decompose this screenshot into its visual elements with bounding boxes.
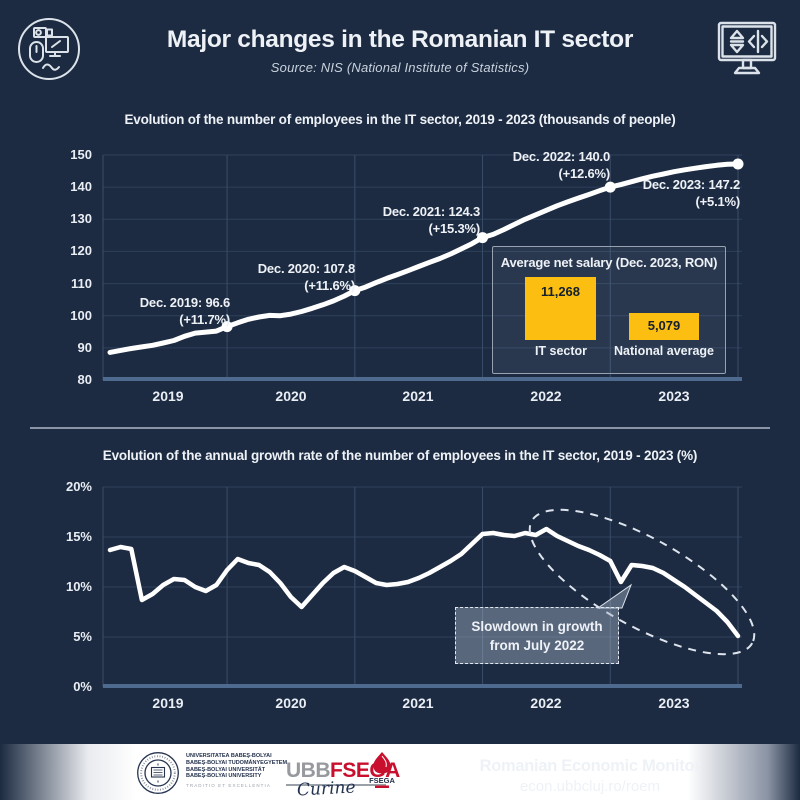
salary-bar-it: 11,268 <box>525 277 596 340</box>
salary-label-national: National average <box>613 344 715 358</box>
chart1-xtick: 2023 <box>658 388 690 404</box>
chart1-ytick: 80 <box>77 372 92 387</box>
chart2-xtick: 2020 <box>275 695 307 711</box>
chart2-xtick: 2021 <box>402 695 434 711</box>
slowdown-callout: Slowdown in growth from July 2022 <box>455 607 619 664</box>
annotation-dec-2019: Dec. 2019: 96.6 (+11.7%) <box>139 295 230 327</box>
chart2-ytick: 5% <box>73 629 92 644</box>
chart1-ytick: 110 <box>71 276 92 291</box>
university-seal-logo <box>137 752 179 794</box>
university-name-block: UNIVERSITATEA BABEŞ-BOLYAI BABEŞ-BOLYAI … <box>186 753 288 789</box>
svg-text:FSEGA: FSEGA <box>369 776 395 785</box>
chart1-ytick: 150 <box>70 147 92 162</box>
ubb-tagline-rule <box>286 784 386 786</box>
chart2-ytick: 10% <box>65 579 92 594</box>
section-divider <box>30 427 770 429</box>
chart1-xtick: 2021 <box>402 388 434 404</box>
chart2-xtick: 2023 <box>658 695 690 711</box>
salary-inset-card: Average net salary (Dec. 2023, RON) 11,2… <box>492 246 726 374</box>
chart1-ytick: 140 <box>70 179 92 194</box>
page-subtitle: Source: NIS (National Institute of Stati… <box>270 60 530 75</box>
chart1-ytick: 100 <box>70 308 92 323</box>
annotation-dec-2023: Dec. 2023: 147.2 (+5.1%) <box>642 177 740 209</box>
footer-band <box>0 744 800 800</box>
annotation-dec-2021: Dec. 2021: 124.3 (+15.3%) <box>382 204 480 236</box>
fsega-script-signature: Curine <box>296 777 357 800</box>
chart1-xtick: 2019 <box>152 388 184 404</box>
fsega-crest-logo: FSEGA <box>369 752 395 788</box>
chart1-title: Evolution of the number of employees in … <box>124 112 676 127</box>
chart2-xtick: 2022 <box>530 695 562 711</box>
chart1-ytick: 90 <box>77 340 92 355</box>
chart2-xtick: 2019 <box>152 695 184 711</box>
chart1-xtick: 2022 <box>530 388 562 404</box>
salary-value-it: 11,268 <box>540 284 581 299</box>
chart2-ytick: 0% <box>73 679 92 694</box>
roem-block: Romanian Economic Monitor econ.ubbcluj.r… <box>460 757 720 795</box>
page-title: Major changes in the Romanian IT sector <box>166 26 634 53</box>
chart2-ytick: 15% <box>65 529 92 544</box>
roem-title: Romanian Economic Monitor <box>479 757 701 775</box>
salary-label-it: IT sector <box>534 344 588 358</box>
chart1-xtick: 2020 <box>275 388 307 404</box>
tech-devices-icon <box>18 18 80 80</box>
monitor-arrows-icon <box>717 21 777 75</box>
chart2-ytick: 20% <box>65 479 92 494</box>
salary-inset-title: Average net salary (Dec. 2023, RON) <box>500 255 718 270</box>
chart2-title: Evolution of the annual growth rate of t… <box>102 448 698 463</box>
chart1-ytick: 120 <box>70 243 92 258</box>
roem-url[interactable]: econ.ubbcluj.ro/roem <box>519 778 661 795</box>
university-motto: TRADITIO ET EXCELLENTIA <box>186 783 271 789</box>
salary-value-national: 5,079 <box>647 318 681 333</box>
chart1-ytick: 130 <box>70 211 92 226</box>
annotation-dec-2022: Dec. 2022: 140.0 (+12.6%) <box>512 149 610 181</box>
salary-bar-national: 5,079 <box>629 313 699 340</box>
annotation-dec-2020: Dec. 2020: 107.8 (+11.6%) <box>257 261 355 293</box>
